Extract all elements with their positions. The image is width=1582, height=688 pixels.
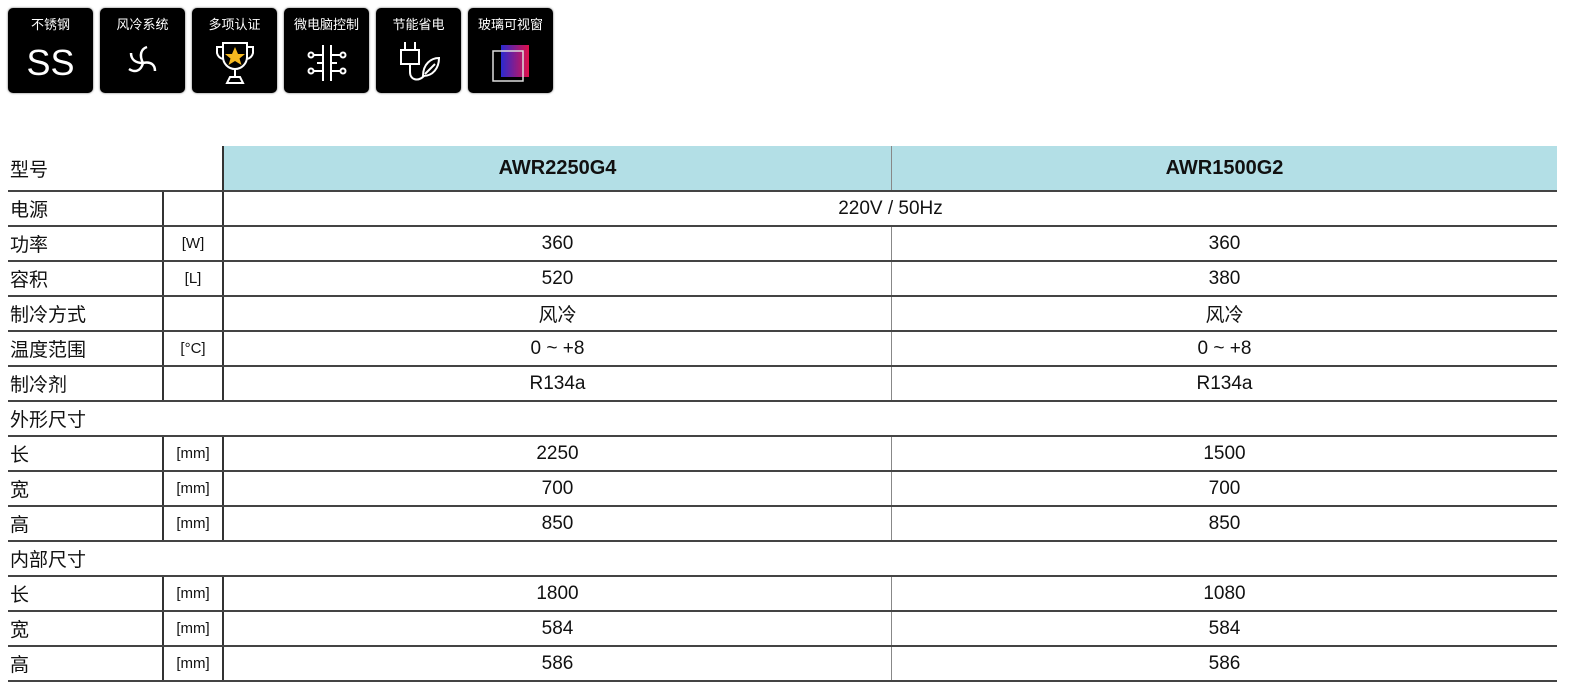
table-row: 宽 [mm] 700 700 — [8, 471, 1557, 507]
section-label: 外形尺寸 — [8, 401, 1557, 437]
spec-value-2: 1500 — [891, 436, 1557, 472]
spec-value-2: R134a — [891, 366, 1557, 402]
feature-air-cooling: 风冷系统 — [100, 8, 185, 93]
table-row: 长 [mm] 2250 1500 — [8, 436, 1557, 472]
table-row: 制冷方式 风冷 风冷 — [8, 296, 1557, 332]
spec-value-2: 0 ~ +8 — [891, 331, 1557, 367]
spec-value-1: 520 — [222, 261, 892, 297]
spec-unit: [mm] — [162, 576, 223, 612]
spec-unit: [mm] — [162, 436, 223, 472]
spec-value-2: 700 — [891, 471, 1557, 507]
model-label: 型号 — [8, 146, 163, 192]
spec-value-1: 1800 — [222, 576, 892, 612]
spec-table: 型号 AWR2250G4 AWR1500G2 电源 220V / 50Hz 功率 [W] 3… — [8, 146, 1557, 682]
spec-value-2: 584 — [891, 611, 1557, 647]
spec-label: 宽 — [8, 471, 163, 507]
feature-glass-window: 玻璃可视窗 — [468, 8, 553, 93]
spec-unit: [mm] — [162, 646, 223, 682]
spec-value-2: 850 — [891, 506, 1557, 542]
feature-icons: 不锈钢 SS 风冷系统 多项认证 微电脑控制 节能省电 玻璃可视窗 — [8, 8, 553, 93]
spec-label: 制冷方式 — [8, 296, 163, 332]
spec-value-1: 风冷 — [222, 296, 892, 332]
spec-value-shared: 220V / 50Hz — [222, 191, 1557, 227]
spec-label: 高 — [8, 646, 163, 682]
spec-value-1: 2250 — [222, 436, 892, 472]
spec-value-1: 584 — [222, 611, 892, 647]
spec-label: 宽 — [8, 611, 163, 647]
spec-unit — [162, 191, 223, 227]
trophy-star-icon — [213, 33, 257, 93]
spec-unit: [mm] — [162, 611, 223, 647]
feature-energy-saving: 节能省电 — [376, 8, 461, 93]
feature-microcomputer-control: 微电脑控制 — [284, 8, 369, 93]
spec-label: 温度范围 — [8, 331, 163, 367]
section-row: 内部尺寸 — [8, 541, 1557, 577]
spec-unit: [W] — [162, 226, 223, 262]
fan-icon — [121, 33, 165, 93]
spec-label: 长 — [8, 436, 163, 472]
spec-value-2: 360 — [891, 226, 1557, 262]
model-1: AWR2250G4 — [222, 146, 892, 192]
spec-unit — [162, 366, 223, 402]
spec-label: 长 — [8, 576, 163, 612]
circuit-icon — [305, 33, 349, 93]
spec-value-2: 风冷 — [891, 296, 1557, 332]
spec-unit: [mm] — [162, 471, 223, 507]
table-row: 制冷剂 R134a R134a — [8, 366, 1557, 402]
spec-label: 电源 — [8, 191, 163, 227]
spec-label: 高 — [8, 506, 163, 542]
glass-window-icon — [489, 33, 533, 93]
model-header-row: 型号 AWR2250G4 AWR1500G2 — [8, 146, 1557, 192]
spec-unit — [162, 296, 223, 332]
table-row: 长 [mm] 1800 1080 — [8, 576, 1557, 612]
spec-value-1: R134a — [222, 366, 892, 402]
model-2: AWR1500G2 — [891, 146, 1557, 192]
spec-label: 容积 — [8, 261, 163, 297]
table-row: 高 [mm] 850 850 — [8, 506, 1557, 542]
section-row: 外形尺寸 — [8, 401, 1557, 437]
table-row: 功率 [W] 360 360 — [8, 226, 1557, 262]
spec-value-2: 380 — [891, 261, 1557, 297]
spec-value-2: 1080 — [891, 576, 1557, 612]
section-label: 内部尺寸 — [8, 541, 1557, 577]
spec-value-1: 0 ~ +8 — [222, 331, 892, 367]
plug-leaf-icon — [395, 33, 443, 93]
spec-unit: [°C] — [162, 331, 223, 367]
spec-value-2: 586 — [891, 646, 1557, 682]
spec-unit: [mm] — [162, 506, 223, 542]
spec-value-1: 850 — [222, 506, 892, 542]
spec-value-1: 700 — [222, 471, 892, 507]
feature-stainless-steel: 不锈钢 SS — [8, 8, 93, 93]
spec-label: 功率 — [8, 226, 163, 262]
table-row: 电源 220V / 50Hz — [8, 191, 1557, 227]
spec-label: 制冷剂 — [8, 366, 163, 402]
table-row: 高 [mm] 586 586 — [8, 646, 1557, 682]
table-row: 宽 [mm] 584 584 — [8, 611, 1557, 647]
ss-text-icon: SS — [26, 42, 75, 83]
feature-certification: 多项认证 — [192, 8, 277, 93]
spec-unit: [L] — [162, 261, 223, 297]
spec-value-1: 586 — [222, 646, 892, 682]
table-row: 容积 [L] 520 380 — [8, 261, 1557, 297]
spec-value-1: 360 — [222, 226, 892, 262]
table-row: 温度范围 [°C] 0 ~ +8 0 ~ +8 — [8, 331, 1557, 367]
